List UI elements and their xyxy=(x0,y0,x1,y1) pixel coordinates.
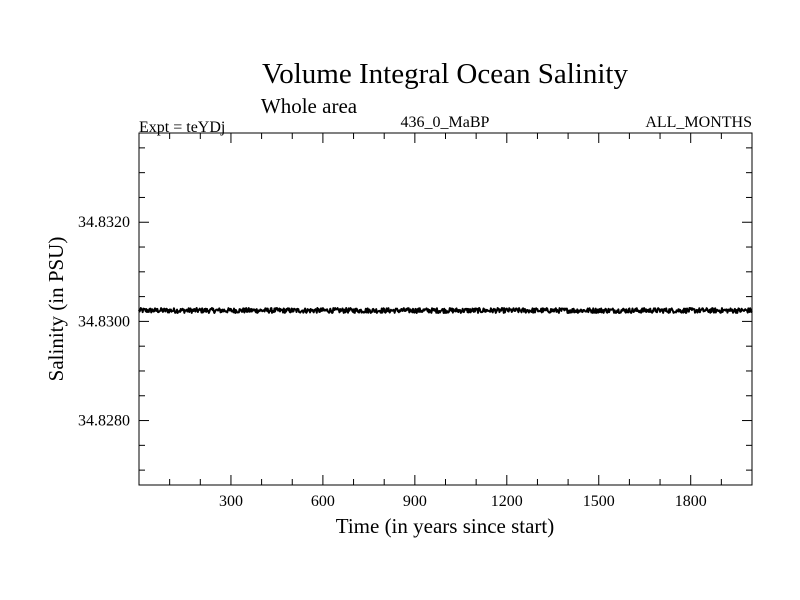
x-tick-label: 1500 xyxy=(583,493,615,510)
x-tick-label: 900 xyxy=(403,493,427,510)
axis-ticks xyxy=(139,133,752,485)
chart-subtitle: Whole area xyxy=(261,94,358,118)
run-label: 436_0_MaBP xyxy=(401,114,490,131)
x-tick-label: 1200 xyxy=(491,493,523,510)
x-tick-label: 1800 xyxy=(675,493,707,510)
y-axis-label: Salinity (in PSU) xyxy=(44,237,68,382)
y-tick-label: 34.8320 xyxy=(78,214,130,231)
series-line-salinity xyxy=(138,307,753,314)
x-axis-label: Time (in years since start) xyxy=(336,514,555,538)
y-tick-label: 34.8280 xyxy=(78,413,130,430)
x-tick-labels: 300 600 900 1200 1500 1800 xyxy=(219,493,707,510)
y-tick-labels: 34.8320 34.8300 34.8280 xyxy=(78,214,130,429)
y-tick-label: 34.8300 xyxy=(78,313,130,330)
period-label: ALL_MONTHS xyxy=(645,114,752,131)
x-tick-label: 300 xyxy=(219,493,243,510)
experiment-label: Expt = teYDj xyxy=(139,119,225,136)
chart-title: Volume Integral Ocean Salinity xyxy=(262,58,628,90)
plot-frame xyxy=(138,132,753,486)
x-tick-label: 600 xyxy=(311,493,335,510)
